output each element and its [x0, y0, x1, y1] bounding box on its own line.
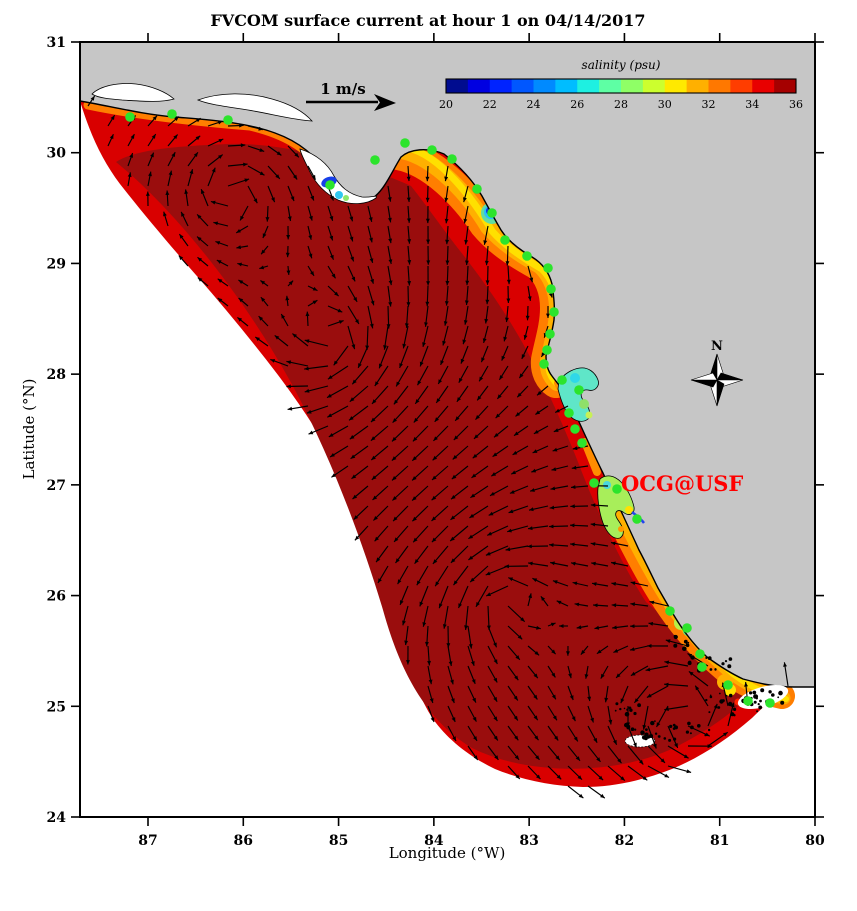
svg-text:26: 26 — [47, 589, 66, 605]
svg-text:81: 81 — [710, 833, 729, 849]
svg-text:22: 22 — [483, 98, 497, 111]
svg-text:82: 82 — [615, 833, 634, 849]
svg-text:83: 83 — [519, 833, 538, 849]
watermark-label: OCG@USF — [621, 471, 743, 496]
svg-text:26: 26 — [570, 98, 584, 111]
svg-text:30: 30 — [47, 146, 67, 162]
svg-text:20: 20 — [439, 98, 453, 111]
svg-text:87: 87 — [138, 833, 157, 849]
svg-text:32: 32 — [702, 98, 716, 111]
x-axis-label: Longitude (°W) — [389, 844, 506, 862]
svg-text:28: 28 — [614, 98, 628, 111]
svg-text:36: 36 — [789, 98, 803, 111]
svg-text:80: 80 — [805, 833, 825, 849]
plot-title: FVCOM surface current at hour 1 on 04/14… — [210, 11, 645, 30]
colorbar-title: salinity (psu) — [582, 58, 661, 72]
svg-text:31: 31 — [47, 35, 66, 51]
svg-text:24: 24 — [47, 810, 67, 826]
svg-text:86: 86 — [234, 833, 253, 849]
svg-text:28: 28 — [47, 367, 66, 383]
svg-text:27: 27 — [47, 478, 66, 494]
svg-text:85: 85 — [329, 833, 348, 849]
velocity-scale-label: 1 m/s — [320, 80, 365, 98]
svg-text:25: 25 — [47, 699, 66, 715]
svg-text:34: 34 — [745, 98, 759, 111]
compass-north-label: N — [711, 339, 723, 354]
y-axis-label: Latitude (°N) — [20, 379, 38, 480]
svg-text:29: 29 — [47, 256, 66, 272]
svg-text:30: 30 — [658, 98, 672, 111]
svg-text:24: 24 — [527, 98, 541, 111]
